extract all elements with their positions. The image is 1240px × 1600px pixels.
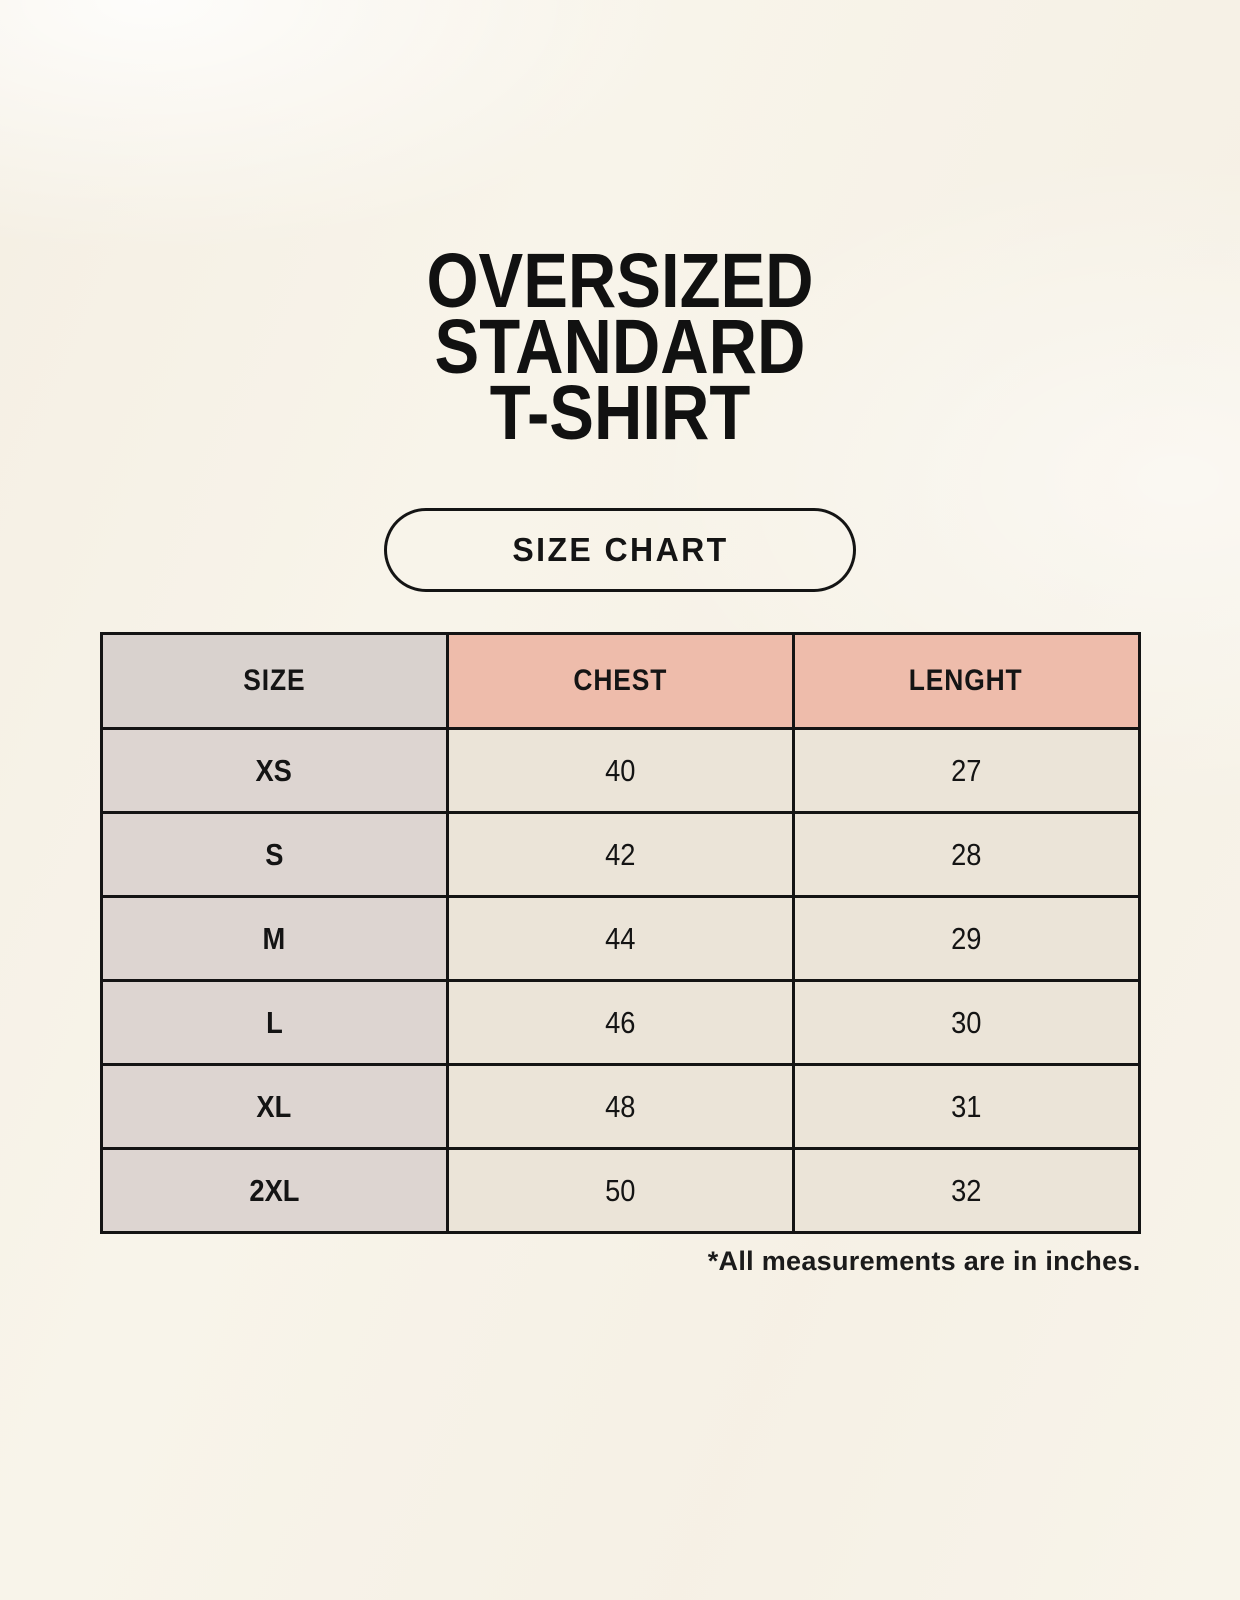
chest-value-cell: 44 xyxy=(445,895,795,982)
table-row: S 42 28 xyxy=(99,811,1141,898)
title-line: T-SHIRT xyxy=(489,370,751,456)
size-label: XL xyxy=(256,1088,292,1124)
table-row: L 46 30 xyxy=(99,979,1141,1066)
column-header-chest: CHEST xyxy=(445,632,795,730)
title-line: STANDARD xyxy=(434,304,806,390)
size-label: L xyxy=(265,1004,283,1040)
table-row: XS 40 27 xyxy=(99,727,1141,814)
chest-value-cell: 50 xyxy=(445,1147,795,1234)
table-row: XL 48 31 xyxy=(99,1063,1141,1150)
size-label-cell: L xyxy=(99,979,449,1066)
column-header-size: SIZE xyxy=(99,632,449,730)
size-label: S xyxy=(264,836,284,872)
chest-value-cell: 40 xyxy=(445,727,795,814)
column-header-lenght: LENGHT xyxy=(791,632,1141,730)
chest-value: 40 xyxy=(604,752,636,788)
chest-value: 46 xyxy=(604,1004,636,1040)
length-value-cell: 27 xyxy=(791,727,1141,814)
chest-value: 48 xyxy=(604,1088,636,1124)
table-row: M 44 29 xyxy=(99,895,1141,982)
size-label: XS xyxy=(255,752,293,788)
length-value: 32 xyxy=(950,1172,982,1208)
size-label-cell: XS xyxy=(99,727,449,814)
length-value: 31 xyxy=(950,1088,982,1124)
length-value-cell: 31 xyxy=(791,1063,1141,1150)
chest-value-cell: 48 xyxy=(445,1063,795,1150)
size-chart-badge: SIZE CHART xyxy=(384,508,856,592)
chest-value: 44 xyxy=(604,920,636,956)
table-header-row: SIZE CHEST LENGHT xyxy=(99,632,1141,730)
size-label-cell: XL xyxy=(99,1063,449,1150)
measurements-footnote: *All measurements are in inches. xyxy=(707,1246,1141,1276)
size-label-cell: 2XL xyxy=(99,1147,449,1234)
length-value-cell: 32 xyxy=(791,1147,1141,1234)
column-header-lenght-label: LENGHT xyxy=(909,664,1023,697)
title-line: OVERSIZED xyxy=(426,238,814,324)
size-label-cell: M xyxy=(99,895,449,982)
chest-value-cell: 46 xyxy=(445,979,795,1066)
chest-value: 50 xyxy=(604,1172,636,1208)
table-row: 2XL 50 32 xyxy=(99,1147,1141,1234)
size-label: M xyxy=(262,920,286,956)
column-header-chest-label: CHEST xyxy=(573,664,667,697)
length-value: 28 xyxy=(950,836,982,872)
size-table: SIZE CHEST LENGHT XS 40 27 S 42 28 M 44 … xyxy=(99,632,1141,1234)
length-value-cell: 29 xyxy=(791,895,1141,982)
size-label: 2XL xyxy=(248,1172,300,1208)
length-value-cell: 30 xyxy=(791,979,1141,1066)
size-label-cell: S xyxy=(99,811,449,898)
product-title: OVERSIZED STANDARD T-SHIRT xyxy=(81,0,1160,456)
length-value: 27 xyxy=(950,752,982,788)
length-value: 30 xyxy=(950,1004,982,1040)
chest-value: 42 xyxy=(604,836,636,872)
length-value-cell: 28 xyxy=(791,811,1141,898)
size-chart-badge-label: SIZE CHART xyxy=(511,531,729,568)
chest-value-cell: 42 xyxy=(445,811,795,898)
column-header-size-label: SIZE xyxy=(242,664,306,697)
length-value: 29 xyxy=(950,920,982,956)
